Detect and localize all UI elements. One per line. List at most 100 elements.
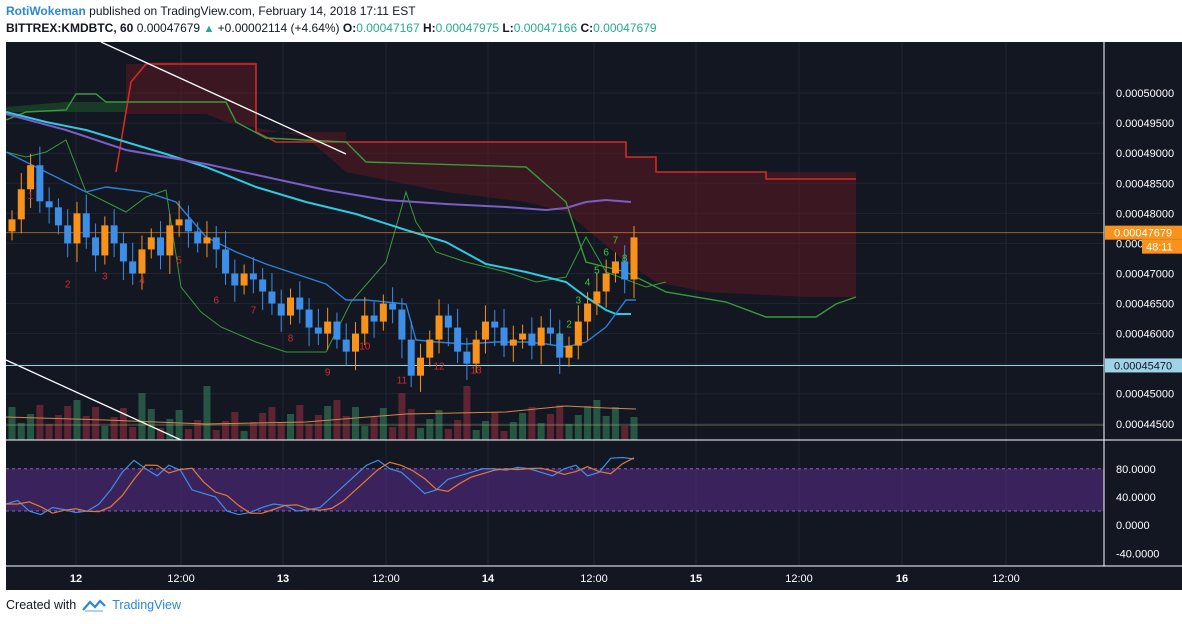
candle-body <box>611 261 619 274</box>
candle-body <box>184 219 192 232</box>
open-label: O: <box>342 21 357 35</box>
candle-body <box>546 327 554 334</box>
candle-body <box>240 273 248 286</box>
candle-body <box>45 201 53 208</box>
candle-body <box>537 327 545 346</box>
candle-body <box>194 231 202 244</box>
volume-bar <box>54 415 62 440</box>
price-tick-label: 0.00047000 <box>1116 268 1174 280</box>
volume-bar <box>416 428 424 440</box>
candle-body <box>314 327 322 334</box>
volume-bar <box>119 408 127 440</box>
sequential-count-bear: 5 <box>176 255 182 266</box>
current-price-tag <box>1105 225 1182 240</box>
candle-body <box>481 321 489 340</box>
volume-bar <box>500 431 508 440</box>
candle-body <box>407 339 415 376</box>
sequential-count-bull: 7 <box>613 235 619 246</box>
volume-bar <box>389 427 397 440</box>
volume-bar <box>277 423 285 440</box>
volume-bar <box>194 420 202 440</box>
volume-bar <box>546 414 554 440</box>
volume-bar <box>509 422 517 440</box>
rsi-band <box>6 468 1104 512</box>
high-label: H: <box>422 21 436 35</box>
volume-bar <box>630 417 638 440</box>
volume-bar <box>268 407 276 440</box>
sequential-count-bull: 5 <box>594 266 600 277</box>
volume-bar <box>36 405 44 440</box>
candle-body <box>64 225 72 244</box>
volume-bar <box>157 428 165 440</box>
price-change: +0.00002114 (+4.64%) <box>217 21 340 35</box>
author-link[interactable]: RotiWokeman <box>6 4 86 18</box>
sequential-count-bear: 7 <box>251 305 257 316</box>
candle-body <box>565 345 573 358</box>
candle-body <box>593 291 601 304</box>
candle-body <box>398 309 406 340</box>
candle-body <box>379 303 387 322</box>
ohlc-line: BITTREX:KMDBTC, 60 0.00047679 ▲ +0.00002… <box>6 20 657 38</box>
sequential-count-bear: 4 <box>139 275 145 286</box>
close-label: C: <box>580 21 594 35</box>
candle-body <box>500 327 508 346</box>
candle-body <box>519 333 527 340</box>
candle-body <box>212 237 220 250</box>
candle-body <box>435 315 443 340</box>
price-tick-label: 0.00050000 <box>1116 88 1174 100</box>
candle-body <box>528 333 536 346</box>
volume-bar <box>556 405 564 440</box>
volume-bar <box>314 415 322 440</box>
volume-bar <box>472 430 480 440</box>
senkou-a-line <box>115 63 856 180</box>
time-tick-label: 12:00 <box>785 573 813 585</box>
volume-bar <box>491 412 499 440</box>
candle-body <box>166 225 174 256</box>
candle-body <box>259 279 267 292</box>
time-tick-label: 13 <box>277 573 289 585</box>
volume-bar <box>519 413 527 440</box>
chart-area[interactable]: 1 2 3 4 5 6 7 8 9 10 11 12 13 1 2 3 4 5 6 7 8 0.00050000 0.00… <box>5 41 1182 590</box>
current-price-label: 0.00047679 <box>1114 228 1172 240</box>
candle-body <box>361 315 369 334</box>
volume-bar <box>361 426 369 440</box>
volume-bar <box>537 423 545 440</box>
volume-bar <box>8 407 16 440</box>
volume-bar <box>565 424 573 440</box>
volume-bar <box>351 407 359 440</box>
candle-body <box>36 165 44 202</box>
volume-bar <box>611 407 619 440</box>
volume-bar <box>444 429 452 440</box>
symbol-label[interactable]: BITTREX:KMDBTC, 60 <box>6 21 134 35</box>
sequential-count-bear: 6 <box>213 295 219 306</box>
volume-bar <box>147 409 155 440</box>
candle-body <box>101 225 109 256</box>
last-price: 0.00047679 <box>136 21 201 35</box>
low-value: 0.00047166 <box>513 21 578 35</box>
sequential-count-bear: 9 <box>325 368 331 379</box>
volume-bar <box>203 386 211 440</box>
volume-bar <box>593 400 601 440</box>
candle-body <box>129 261 137 274</box>
candle-body <box>574 321 582 346</box>
candle-body <box>416 357 424 376</box>
volume-bar <box>481 421 489 440</box>
volume-bar <box>379 408 387 440</box>
volume-bar <box>110 417 118 440</box>
rsi-tick-label: 80.0000 <box>1116 464 1156 476</box>
candle-body <box>389 303 397 310</box>
volume-bar <box>92 407 100 440</box>
candle-body <box>370 315 378 322</box>
tradingview-link[interactable]: TradingView <box>112 598 181 612</box>
volume-bar <box>222 421 230 440</box>
volume-bar <box>426 419 434 440</box>
candle-body <box>454 327 462 352</box>
candle-body <box>203 237 211 244</box>
price-tick-label: 0.00044500 <box>1116 419 1174 431</box>
countdown-label: 48:11 <box>1146 242 1173 254</box>
volume-bar <box>184 429 192 440</box>
volume-bar <box>101 426 109 440</box>
open-value: 0.00047167 <box>356 21 420 35</box>
